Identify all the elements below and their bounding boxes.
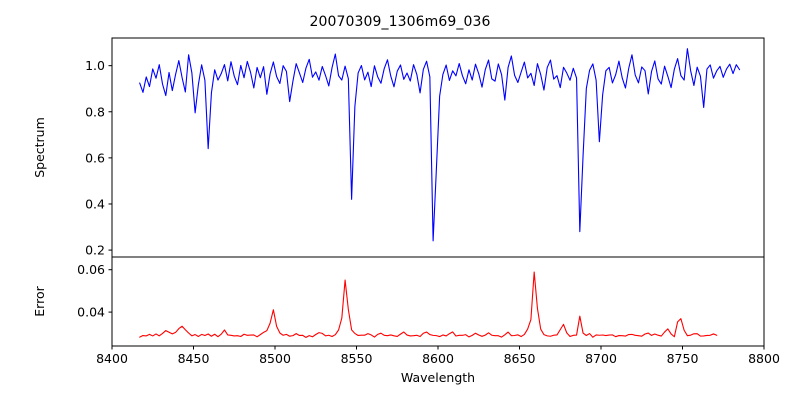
xtick-label: 8600	[422, 351, 454, 366]
x-axis-label: Wavelength	[401, 370, 475, 385]
error-data-line	[139, 271, 718, 338]
xtick-label: 8500	[259, 351, 291, 366]
xtick-label: 8650	[504, 351, 536, 366]
spectrum-ytick-label: 1.0	[85, 58, 105, 73]
spectrum-ytick-label: 0.2	[85, 243, 105, 258]
spectrum-y-axis-label: Spectrum	[32, 117, 47, 178]
spectrum-ytick-label: 0.4	[85, 196, 105, 211]
spectrum-ytick-label: 0.6	[85, 150, 105, 165]
error-ytick-label: 0.04	[77, 305, 105, 320]
spectrum-ytick-label: 0.8	[85, 104, 105, 119]
error-panel-frame	[111, 256, 765, 347]
xtick-label: 8550	[341, 351, 373, 366]
spectrum-data-line	[139, 48, 741, 242]
error-ytick-label: 0.06	[77, 262, 105, 277]
chart-title: 20070309_1306m69_036	[309, 14, 491, 30]
xtick-label: 8750	[667, 351, 699, 366]
xtick-label: 8800	[748, 351, 780, 366]
xtick-label: 8700	[585, 351, 617, 366]
xtick-label: 8400	[96, 351, 128, 366]
xtick-label: 8450	[178, 351, 210, 366]
error-y-axis-label: Error	[32, 285, 47, 316]
